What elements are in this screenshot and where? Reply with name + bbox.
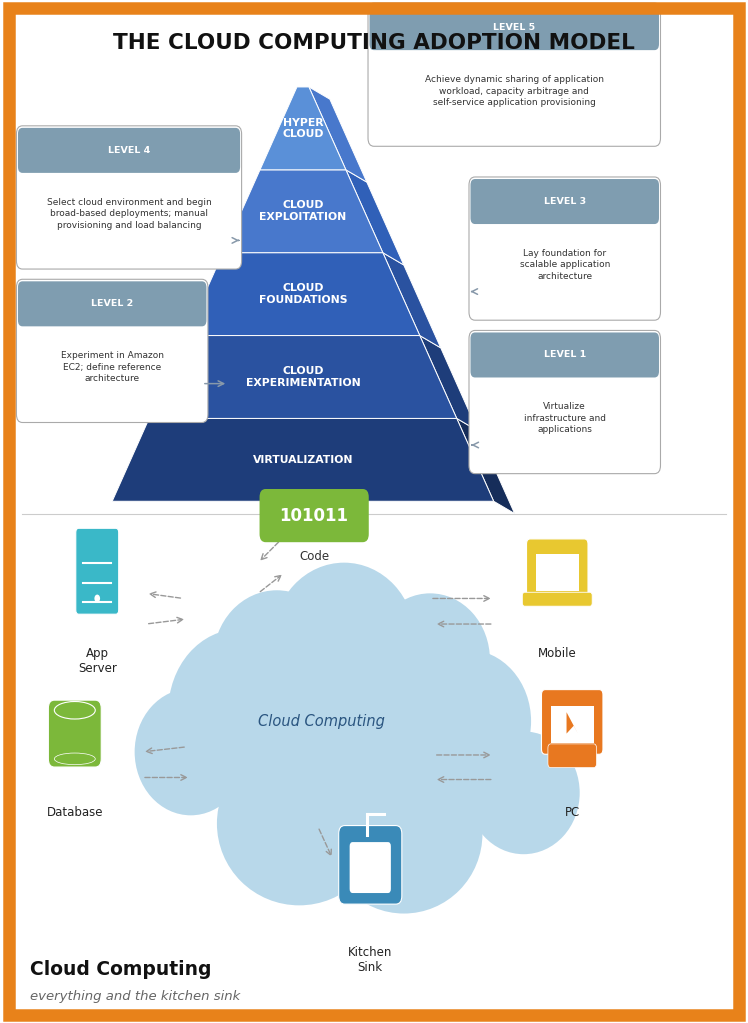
Text: LEVEL 2: LEVEL 2 bbox=[91, 300, 133, 308]
Ellipse shape bbox=[206, 619, 423, 844]
Text: Database: Database bbox=[46, 806, 103, 819]
Ellipse shape bbox=[213, 590, 340, 729]
FancyBboxPatch shape bbox=[370, 5, 659, 50]
FancyBboxPatch shape bbox=[16, 126, 242, 269]
Text: CLOUD
FOUNDATIONS: CLOUD FOUNDATIONS bbox=[259, 283, 347, 305]
Text: Virtualize
infrastructure and
applications: Virtualize infrastructure and applicatio… bbox=[524, 402, 606, 435]
FancyBboxPatch shape bbox=[542, 690, 603, 754]
Text: CLOUD
EXPERIMENTATION: CLOUD EXPERIMENTATION bbox=[245, 366, 361, 388]
FancyBboxPatch shape bbox=[339, 826, 402, 904]
FancyBboxPatch shape bbox=[536, 553, 579, 590]
Polygon shape bbox=[383, 253, 441, 348]
Text: Lay foundation for
scalable application
architecture: Lay foundation for scalable application … bbox=[520, 249, 610, 281]
FancyBboxPatch shape bbox=[76, 528, 119, 614]
FancyBboxPatch shape bbox=[551, 706, 594, 744]
Ellipse shape bbox=[325, 754, 482, 914]
Text: HYPER
CLOUD: HYPER CLOUD bbox=[282, 118, 324, 139]
Ellipse shape bbox=[168, 629, 310, 793]
FancyBboxPatch shape bbox=[18, 128, 240, 173]
Text: PC: PC bbox=[565, 806, 580, 819]
FancyBboxPatch shape bbox=[527, 539, 588, 602]
Polygon shape bbox=[223, 170, 383, 253]
FancyBboxPatch shape bbox=[469, 330, 660, 474]
Text: LEVEL 3: LEVEL 3 bbox=[544, 197, 586, 206]
Ellipse shape bbox=[468, 731, 580, 854]
FancyBboxPatch shape bbox=[470, 332, 659, 377]
Polygon shape bbox=[309, 87, 367, 182]
Polygon shape bbox=[149, 336, 457, 418]
Text: Cloud Computing: Cloud Computing bbox=[258, 714, 385, 728]
Text: App
Server: App Server bbox=[78, 647, 117, 674]
FancyBboxPatch shape bbox=[349, 842, 391, 893]
Text: Achieve dynamic sharing of application
workload, capacity arbitrage and
self-ser: Achieve dynamic sharing of application w… bbox=[425, 75, 604, 107]
Ellipse shape bbox=[135, 688, 247, 815]
Polygon shape bbox=[260, 87, 346, 170]
Text: Experiment in Amazon
EC2; define reference
architecture: Experiment in Amazon EC2; define referen… bbox=[61, 351, 164, 384]
Polygon shape bbox=[457, 418, 515, 514]
Text: THE CLOUD COMPUTING ADOPTION MODEL: THE CLOUD COMPUTING ADOPTION MODEL bbox=[113, 33, 635, 53]
FancyBboxPatch shape bbox=[548, 744, 597, 767]
Text: CLOUD
EXPLOITATION: CLOUD EXPLOITATION bbox=[260, 201, 346, 222]
Ellipse shape bbox=[217, 742, 381, 905]
FancyBboxPatch shape bbox=[16, 279, 208, 422]
Polygon shape bbox=[566, 712, 578, 733]
FancyBboxPatch shape bbox=[470, 179, 659, 224]
Ellipse shape bbox=[273, 563, 415, 716]
Polygon shape bbox=[186, 253, 420, 336]
Text: LEVEL 4: LEVEL 4 bbox=[108, 146, 150, 154]
FancyBboxPatch shape bbox=[522, 592, 592, 607]
Text: Cloud Computing: Cloud Computing bbox=[30, 961, 212, 979]
Ellipse shape bbox=[370, 593, 490, 726]
Text: Mobile: Mobile bbox=[538, 647, 577, 660]
Text: LEVEL 5: LEVEL 5 bbox=[493, 24, 536, 32]
Polygon shape bbox=[420, 336, 478, 431]
Polygon shape bbox=[346, 170, 404, 265]
FancyBboxPatch shape bbox=[49, 700, 101, 767]
FancyBboxPatch shape bbox=[18, 281, 206, 326]
Text: Kitchen
Sink: Kitchen Sink bbox=[348, 946, 393, 974]
Text: LEVEL 1: LEVEL 1 bbox=[544, 351, 586, 359]
FancyBboxPatch shape bbox=[260, 489, 369, 542]
FancyBboxPatch shape bbox=[368, 3, 660, 146]
Text: everything and the kitchen sink: everything and the kitchen sink bbox=[30, 990, 240, 1003]
FancyBboxPatch shape bbox=[469, 177, 660, 320]
Text: 101011: 101011 bbox=[280, 506, 349, 525]
Ellipse shape bbox=[55, 753, 95, 765]
Polygon shape bbox=[112, 418, 494, 501]
Ellipse shape bbox=[404, 650, 531, 793]
Text: VIRTUALIZATION: VIRTUALIZATION bbox=[253, 455, 353, 464]
Ellipse shape bbox=[55, 702, 95, 719]
Circle shape bbox=[94, 594, 100, 603]
Text: Code: Code bbox=[299, 550, 329, 563]
Text: Select cloud environment and begin
broad-based deployments; manual
provisioning : Select cloud environment and begin broad… bbox=[46, 197, 212, 230]
Ellipse shape bbox=[307, 609, 471, 793]
